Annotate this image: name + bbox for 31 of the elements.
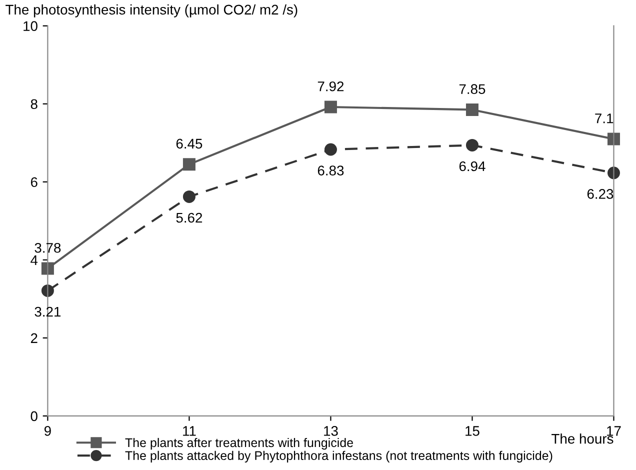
x-axis-title: The hours <box>552 434 614 444</box>
data-label: 6.83 <box>318 166 344 176</box>
y-tick-label: 8 <box>30 99 38 110</box>
y-tick-label: 4 <box>30 255 38 265</box>
data-label: 6.23 <box>587 189 614 199</box>
point <box>182 158 196 171</box>
x-tick-label: 17 <box>607 426 621 436</box>
x-tick-label: 15 <box>466 426 480 436</box>
data-label: 5.62 <box>176 212 202 223</box>
legend-label: The plants attacked by Phytophthora infestans (not treatments with fungicide) <box>125 450 552 462</box>
data-label: 3.78 <box>34 242 61 253</box>
data-label: 6.45 <box>176 138 202 149</box>
point <box>324 143 337 156</box>
data-label: 7.85 <box>459 84 486 94</box>
y-tick-label: 2 <box>30 333 38 343</box>
data-label: 3.21 <box>34 306 61 317</box>
x-tick-label: 13 <box>324 426 338 436</box>
point <box>182 190 196 203</box>
y-tick-label: 6 <box>30 177 38 188</box>
legend-label: The plants after treatments with fungicide <box>125 438 353 450</box>
point <box>324 100 337 114</box>
data-label: 7.92 <box>318 81 344 92</box>
y-axis-title: The photosynthesis intensity (µmol CO2/ m2 /s) <box>6 4 298 18</box>
point <box>466 138 478 152</box>
y-tick-label: 0 <box>30 411 38 422</box>
x-tick-label: 11 <box>183 426 196 436</box>
data-label: 7.1 <box>595 114 614 124</box>
point <box>466 103 478 116</box>
y-tick-label: 10 <box>24 21 38 32</box>
data-label: 6.94 <box>459 161 486 172</box>
x-tick-label: 9 <box>44 426 51 436</box>
